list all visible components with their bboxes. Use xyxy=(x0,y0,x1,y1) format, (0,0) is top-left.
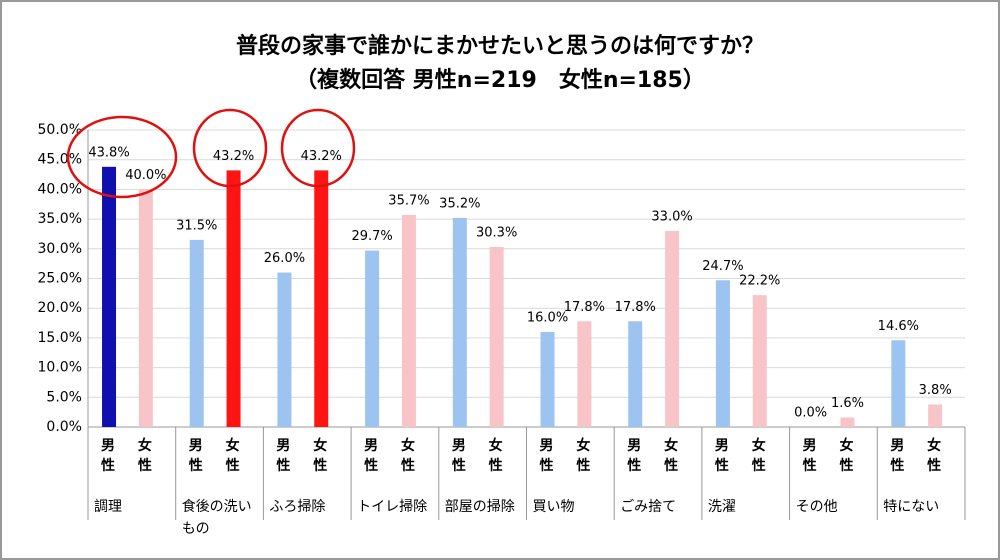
bar xyxy=(665,230,680,427)
bar xyxy=(314,170,329,427)
value-label: 40.0% xyxy=(125,168,166,183)
value-label: 3.8% xyxy=(919,383,952,398)
y-tick-label: 10.0% xyxy=(38,360,82,376)
y-tick-label: 45.0% xyxy=(38,152,82,168)
bar xyxy=(452,217,467,427)
chart-title: 普段の家事で誰かにまかせたいと思うのは何ですか？ xyxy=(236,33,764,59)
series-label: 女性 xyxy=(137,438,152,474)
series-label: 男性 xyxy=(188,438,203,474)
value-label: 14.6% xyxy=(878,319,919,334)
value-label: 35.2% xyxy=(439,196,480,211)
x-tick-label: トイレ掃除 xyxy=(357,499,428,515)
bar xyxy=(102,166,117,427)
value-label: 0.0% xyxy=(794,406,827,421)
bar xyxy=(138,189,153,427)
bar xyxy=(628,321,643,427)
x-tick-label: その他 xyxy=(795,499,838,515)
y-tick-label: 5.0% xyxy=(46,389,82,405)
highlight-circle xyxy=(66,115,178,199)
chart-subtitle: （複数回答 男性n=219 女性n=185） xyxy=(295,67,705,93)
x-tick-label: 食後の洗いもの xyxy=(181,499,252,537)
bar xyxy=(189,239,204,427)
bar xyxy=(277,272,292,427)
series-label: 女性 xyxy=(313,438,328,474)
value-label: 31.5% xyxy=(176,218,217,233)
series-label: 男性 xyxy=(890,438,905,474)
bar xyxy=(928,404,943,427)
y-tick-label: 15.0% xyxy=(38,330,82,346)
series-label: 女性 xyxy=(664,438,679,474)
y-tick-label: 40.0% xyxy=(38,181,82,197)
series-label: 男性 xyxy=(451,438,466,474)
value-label: 17.8% xyxy=(564,300,605,315)
value-label: 22.2% xyxy=(739,274,780,289)
value-label: 1.6% xyxy=(831,396,864,411)
series-label: 男性 xyxy=(714,438,729,474)
series-label: 男性 xyxy=(276,438,291,474)
bar xyxy=(840,417,855,427)
series-label: 女性 xyxy=(225,438,240,474)
series-label: 男性 xyxy=(364,438,379,474)
x-tick-label: ごみ捨て xyxy=(620,499,677,515)
highlight-circle xyxy=(192,108,268,188)
series-label: 男性 xyxy=(101,438,116,474)
bar xyxy=(577,321,592,427)
value-label: 29.7% xyxy=(351,229,392,244)
value-label: 35.7% xyxy=(388,193,429,208)
series-label: 女性 xyxy=(751,438,766,474)
plot: 0.0% 5.0% 10.0% 15.0% 20.0% 25.0% 30.0% 35.0% 40… xyxy=(38,122,966,520)
y-tick-label: 20.0% xyxy=(38,300,82,316)
x-tick-label: 買い物 xyxy=(532,499,575,515)
series-label: 女性 xyxy=(927,438,942,474)
series-label: 男性 xyxy=(627,438,642,474)
value-label: 43.8% xyxy=(88,145,129,160)
series-label: 女性 xyxy=(400,438,415,474)
y-tick-label: 25.0% xyxy=(38,271,82,287)
bar xyxy=(365,250,380,427)
bar xyxy=(540,331,555,427)
x-tick-label: ふろ掃除 xyxy=(269,499,326,515)
bar xyxy=(226,170,241,427)
bar xyxy=(489,247,504,427)
y-tick-label: 30.0% xyxy=(38,241,82,257)
series-label: 女性 xyxy=(576,438,591,474)
y-tick-label: 35.0% xyxy=(38,211,82,227)
x-tick-label: 調理 xyxy=(94,499,122,515)
series-label: 男性 xyxy=(802,438,817,474)
series-label: 女性 xyxy=(839,438,854,474)
value-label: 26.0% xyxy=(264,251,305,266)
bar xyxy=(715,280,730,427)
value-label: 17.8% xyxy=(615,300,656,315)
value-label: 24.7% xyxy=(702,259,743,274)
value-label: 16.0% xyxy=(527,310,568,325)
value-label: 43.2% xyxy=(301,149,342,164)
bar xyxy=(401,214,416,427)
value-label: 30.3% xyxy=(476,226,517,241)
value-label: 33.0% xyxy=(651,209,692,224)
bar xyxy=(752,295,767,427)
y-tick-label: 0.0% xyxy=(46,419,82,435)
x-tick-label: 部屋の掃除 xyxy=(444,499,515,515)
value-label: 43.2% xyxy=(213,149,254,164)
series-label: 女性 xyxy=(488,438,503,474)
x-tick-label: 特にない xyxy=(883,499,940,515)
x-tick-label: 洗濯 xyxy=(707,499,736,515)
highlight-circle xyxy=(280,108,356,188)
series-label: 男性 xyxy=(539,438,554,474)
bar xyxy=(891,340,906,427)
y-tick-label: 50.0% xyxy=(38,122,82,138)
